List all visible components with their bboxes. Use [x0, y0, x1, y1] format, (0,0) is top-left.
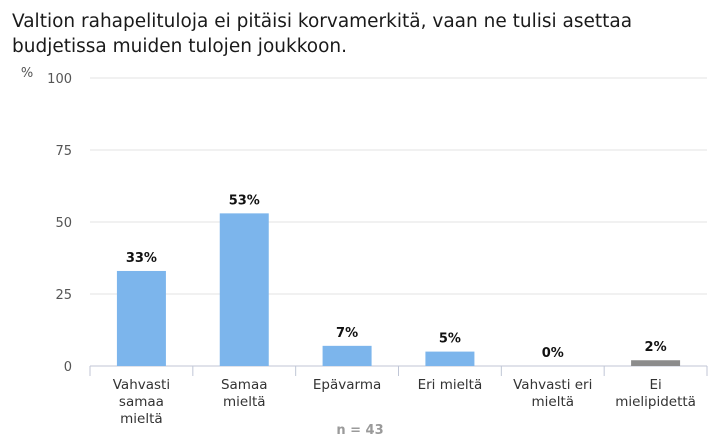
- category-label-2: Epävarma: [313, 377, 381, 393]
- bar-3: [425, 351, 475, 366]
- bar-0: [116, 270, 166, 366]
- data-label-1: 53%: [229, 193, 260, 208]
- category-label-line: Epävarma: [313, 377, 381, 393]
- category-label-line: Eri mieltä: [418, 377, 483, 393]
- category-label-4: Vahvasti eri mieltä: [513, 377, 592, 410]
- y-tick-label-75: 75: [55, 144, 72, 159]
- chart-title: Valtion rahapelituloja ei pitäisi korvam…: [12, 11, 633, 57]
- data-label-5: 2%: [645, 340, 667, 355]
- category-label-0: Vahvasti samaa mieltä: [113, 377, 170, 427]
- data-label-2: 7%: [336, 326, 358, 341]
- category-label-line: samaa: [119, 394, 164, 410]
- gridlines: [90, 77, 707, 367]
- bar-1: [219, 213, 269, 366]
- category-label-line: mieltä: [120, 411, 163, 427]
- y-tick-label-50: 50: [55, 216, 72, 231]
- category-label-line: Ei: [649, 377, 661, 393]
- category-label-line: Samaa: [221, 377, 268, 393]
- bars: 33% 53% 7% 5% 0% 2%: [116, 193, 681, 366]
- y-tick-label-100: 100: [47, 72, 72, 87]
- category-label-3: Eri mieltä: [418, 377, 483, 393]
- category-label-line: Vahvasti eri: [513, 377, 592, 393]
- bar-5: [631, 360, 681, 366]
- y-tick-label-25: 25: [55, 288, 72, 303]
- y-tick-label-0: 0: [64, 360, 72, 375]
- sample-size-label: n = 43: [336, 423, 383, 436]
- data-label-0: 33%: [126, 251, 157, 266]
- category-label-line: Vahvasti: [113, 377, 170, 393]
- category-label-line: mieltä: [223, 394, 266, 410]
- bar-2: [322, 345, 372, 366]
- category-label-1: Samaa mieltä: [221, 377, 268, 410]
- y-axis-ticks: 0 25 50 75 100: [47, 72, 72, 375]
- category-label-line: mieltä: [531, 394, 574, 410]
- category-label-line: mielipidettä: [615, 394, 696, 410]
- x-axis-ticks: [89, 366, 708, 376]
- category-label-5: Ei mielipidettä: [615, 377, 696, 410]
- data-label-4: 0%: [542, 346, 564, 361]
- data-label-3: 5%: [439, 332, 461, 347]
- y-axis-unit-label: %: [21, 66, 33, 81]
